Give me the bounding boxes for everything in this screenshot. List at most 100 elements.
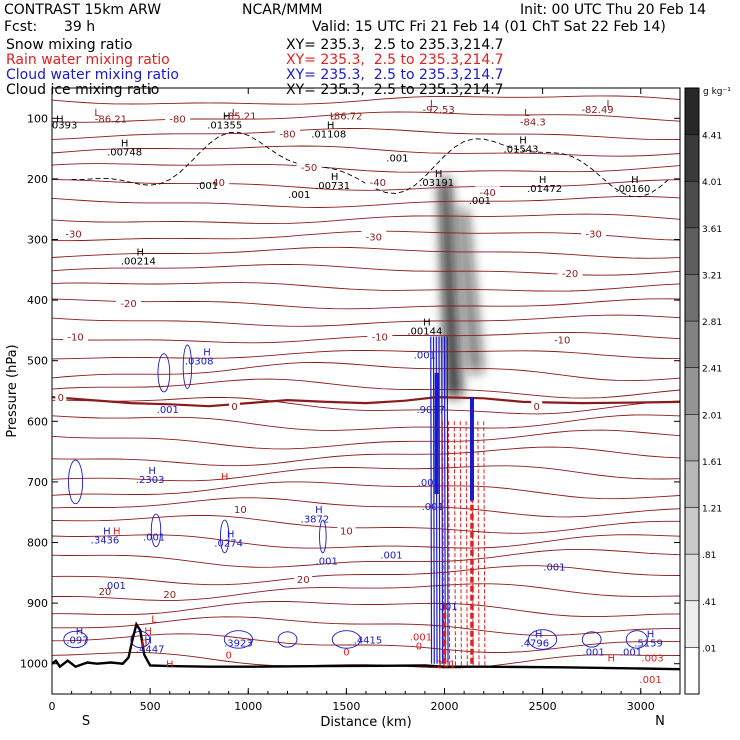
- high-marker: H: [221, 472, 229, 483]
- field-xy-snow: XY= 235.3, 2.5 to 235.3,214.7: [286, 37, 504, 53]
- temperature-contour-label: 20: [163, 590, 176, 601]
- extremum-value-label: .00160: [615, 184, 650, 195]
- extremum-value-label: .01543: [504, 145, 539, 156]
- temperature-label-bg: [296, 160, 322, 173]
- high-marker: H: [166, 660, 174, 671]
- x-tick-label: 1000: [234, 700, 262, 713]
- fcst-label: Fcst:: [4, 19, 38, 35]
- temperature-contour-line: [52, 565, 680, 586]
- extremum-value-label: .001: [418, 478, 440, 489]
- plot-area: -80 -80 -50 -40 -40 -40 -30 -30 -30 -20 -20 -10 -10 -…: [52, 95, 680, 686]
- extremum-value-label: .0308: [185, 357, 214, 368]
- colorbar-swatch: [685, 600, 699, 648]
- temperature-contour-line: [52, 465, 680, 482]
- y-tick-label: 600: [27, 415, 48, 428]
- temperature-contour-line: [52, 633, 680, 653]
- high-marker: H: [203, 348, 211, 359]
- high-marker: H: [113, 526, 121, 537]
- temperature-contour-label: -80: [279, 129, 295, 140]
- extremum-value-label: .001: [469, 196, 491, 207]
- cloud-water-cell: [223, 630, 254, 649]
- temperature-contour-label: 0: [231, 402, 237, 413]
- cloud-water-cell: [68, 459, 84, 505]
- extremum-value-label: .001: [380, 551, 402, 562]
- low-marker: L: [524, 108, 530, 119]
- extremum-value-label: 0: [141, 638, 147, 649]
- high-marker: H: [144, 626, 152, 637]
- y-tick-label: 300: [27, 234, 48, 247]
- temperature-contour-line: [52, 396, 680, 415]
- temperature-contour-line: [52, 362, 680, 382]
- x-axis-label: Distance (km): [320, 715, 411, 730]
- temperature-contour-line: [52, 534, 680, 549]
- temperature-label-bg: [531, 400, 543, 413]
- colorbar-level-label: 4.01: [702, 178, 722, 188]
- temperature-contour-line: [52, 429, 680, 450]
- colorbar-level-label: 3.21: [702, 271, 722, 281]
- center-name: NCAR/MMM: [242, 2, 323, 18]
- temperature-label-bg: [116, 297, 142, 310]
- colorbar-level-label: 1.21: [702, 505, 722, 515]
- extremum-value-label: .001: [288, 190, 310, 201]
- snow-plume-0: [439, 178, 462, 398]
- low-marker: L: [430, 99, 436, 110]
- temperature-label-bg: [557, 266, 583, 279]
- zero-isotherm: [52, 395, 680, 408]
- temperature-label-bg: [204, 175, 230, 188]
- colorbar-level-label: 2.81: [702, 318, 722, 328]
- temperature-label-bg: [61, 227, 87, 240]
- y-tick-label: 500: [27, 355, 48, 368]
- extremum-value-label: .003: [641, 654, 663, 665]
- high-marker: H: [539, 175, 547, 186]
- temperature-label-bg: [365, 175, 391, 188]
- field-name-rain: Rain water mixing ratio: [6, 52, 170, 68]
- y-tick-label: 100: [27, 112, 48, 125]
- rain-water-contour: [483, 421, 486, 667]
- temperature-contour-line: [52, 414, 680, 431]
- temperature-contour-label: -10: [67, 332, 83, 343]
- temperature-contour-label: -20: [562, 269, 578, 280]
- extremum-value-label: -85.21: [224, 111, 256, 122]
- rain-water-contour: [477, 421, 480, 667]
- colorbar-swatch: [685, 414, 699, 461]
- temperature-contour-line: [52, 128, 680, 141]
- cloud-water-cell: [528, 629, 558, 650]
- colorbar-frame: [684, 87, 700, 695]
- high-marker: H: [423, 317, 431, 328]
- temperature-contour-label: 20: [99, 587, 112, 598]
- snow-plume-core-0: [439, 178, 462, 398]
- colorbar-level-label: .01: [702, 644, 716, 654]
- cloud-water-contour: [432, 336, 435, 664]
- field-xy-rain: XY= 235.3, 2.5 to 235.3,214.7: [286, 52, 504, 68]
- temperature-contour-line: [52, 282, 680, 292]
- extremum-value-label: .3872: [301, 514, 330, 525]
- cloud-water-cell: [277, 631, 298, 648]
- colorbar-swatch: [685, 274, 699, 322]
- temperature-contour-label: 10: [234, 505, 247, 516]
- temperature-label-bg: [160, 588, 179, 601]
- extremum-value-label: 0: [225, 651, 231, 662]
- colorbar-swatch: [685, 134, 699, 182]
- extremum-value-label: .03191: [419, 178, 454, 189]
- low-marker: L: [94, 108, 100, 119]
- temperature-contour-line: [52, 145, 680, 157]
- temperature-contour-label: -40: [370, 178, 386, 189]
- high-marker: H: [315, 505, 323, 516]
- low-marker: L: [330, 111, 336, 122]
- snow-plume-core-1: [457, 209, 483, 373]
- high-marker: H: [519, 136, 527, 147]
- extremum-value-label: .001: [639, 675, 661, 686]
- extremum-value-label: 0: [416, 642, 422, 653]
- temperature-label-bg: [337, 524, 356, 537]
- extremum-value-label: .01108: [311, 129, 346, 140]
- high-marker: H: [144, 635, 152, 646]
- temperature-label-bg: [55, 391, 67, 404]
- high-marker: H: [631, 175, 639, 186]
- extremum-value-label: .00748: [107, 148, 142, 159]
- extremum-value-label: .00214: [121, 257, 156, 268]
- temperature-label-bg: [361, 230, 387, 243]
- temperature-label-bg: [475, 186, 501, 199]
- extremum-value-label: .201: [433, 660, 455, 671]
- temperature-contour-line: [52, 601, 680, 618]
- temperature-contour-label: -80: [169, 114, 185, 125]
